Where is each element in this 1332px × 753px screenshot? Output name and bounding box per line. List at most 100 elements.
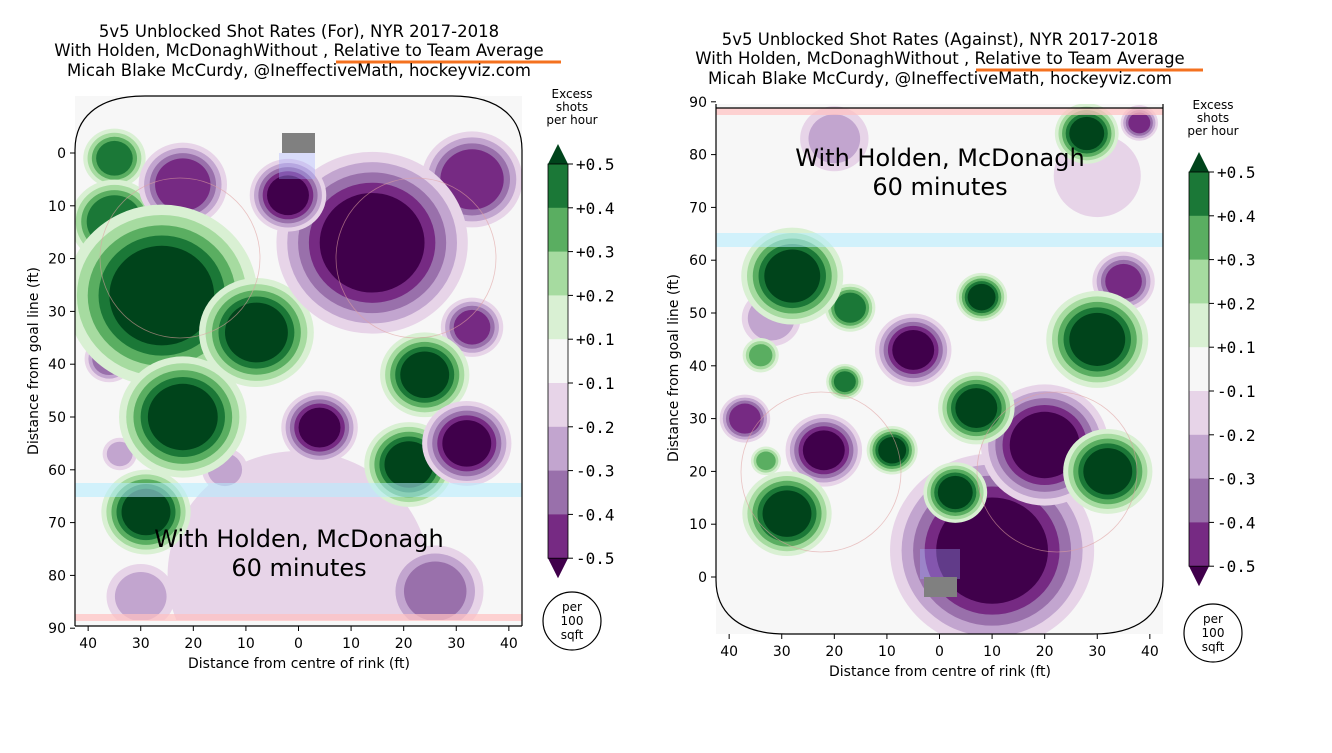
faceoff-circle-right: [976, 391, 1138, 553]
y-tick-label: 20: [689, 464, 707, 480]
y-axis-ticks: 0 10 20 30 40 50 60 70 80 90: [689, 95, 716, 586]
y-tick-label: 20: [48, 252, 66, 268]
goal-net: [282, 133, 315, 153]
colorbar-band: [548, 251, 568, 296]
x-tick-label: 40: [500, 636, 518, 652]
heatmap-blob: [119, 356, 247, 478]
heatmap-blob: [440, 297, 504, 357]
heatmap-blob: [1054, 104, 1119, 164]
x-axis-ticks: 40 30 20 10 0 10 20 30 40: [79, 626, 518, 652]
heatmap-blob: [742, 471, 832, 557]
colorbar-band: [548, 339, 568, 384]
goal-net: [924, 577, 957, 597]
heatmap-contour: [936, 497, 1049, 604]
x-tick-label: 20: [825, 644, 843, 660]
x-tick-label: 40: [1141, 644, 1159, 660]
faceoff-circle-left: [740, 391, 902, 553]
x-tick-label: 10: [342, 636, 360, 652]
x-tick-label: 0: [935, 644, 944, 660]
heatmap-blob: [741, 227, 844, 325]
heatmap-contour: [955, 388, 998, 428]
unit-badge-line-1: per: [562, 600, 582, 614]
heatmap-blob: [719, 394, 771, 443]
heatmap-contour: [1105, 263, 1142, 299]
red-line: [716, 108, 1163, 115]
goal-crease: [279, 153, 315, 179]
blue-line: [716, 233, 1163, 247]
colorbar-band: [1189, 347, 1209, 392]
unit-badge-line-3: sqft: [1202, 640, 1225, 654]
x-tick-label: 30: [1088, 644, 1106, 660]
colorbar-band: [1189, 259, 1209, 304]
heatmap-blob: [281, 391, 358, 464]
colorbar-band: [548, 164, 568, 209]
unit-badge: [1183, 603, 1243, 663]
heatmap-blob: [874, 313, 952, 387]
colorbar-extend-max: [1189, 152, 1209, 172]
annotation-line-1: With Holden, McDonagh: [795, 144, 1084, 172]
heatmap-contour: [833, 371, 856, 393]
colorbar-level-label: +0.5: [576, 155, 615, 174]
colorbar-band: [548, 383, 568, 428]
chart-title-line-2: With Holden, McDonaghWithout , Relative …: [54, 41, 543, 60]
colorbar: +0.5 +0.4 +0.3 +0.2 +0.1 -0.1 -0.2 -0.3 -0.4 -0.5: [547, 144, 615, 579]
x-tick-label: 30: [447, 636, 465, 652]
faceoff-circle-right: [335, 177, 497, 339]
heatmap-contour: [967, 283, 996, 311]
colorbar-level-label: -0.4: [1217, 513, 1256, 532]
colorbar-title-line-2: shots: [1197, 111, 1229, 125]
blue-line: [75, 483, 522, 497]
x-tick-label: 0: [294, 636, 303, 652]
colorbar-level-label: -0.2: [1217, 426, 1256, 445]
colorbar-extend-min: [1189, 566, 1209, 587]
y-tick-label: 80: [689, 148, 707, 164]
heatmap-contour: [400, 351, 450, 398]
colorbar-level-label: +0.5: [1217, 163, 1256, 182]
heatmap-contour: [453, 309, 491, 345]
chart-title-line-3: Micah Blake McCurdy, @IneffectiveMath, h…: [67, 61, 531, 80]
colorbar-band: [1189, 215, 1209, 261]
annotation-line-2: 60 minutes: [872, 173, 1007, 201]
colorbar-band: [548, 426, 568, 472]
heatmap-contour: [167, 451, 430, 620]
colorbar-outline: [1188, 171, 1210, 567]
colorbar-level-label: +0.1: [1217, 338, 1256, 357]
panel-shots-for: 5v5 Unblocked Shot Rates (For), NYR 2017…: [26, 22, 615, 672]
heatmap-blob: [1046, 290, 1149, 388]
colorbar-band: [1189, 522, 1209, 567]
heatmap-contour: [756, 451, 776, 471]
x-axis-label: Distance from centre of rink (ft): [188, 656, 410, 672]
colorbar-level-label: -0.1: [1217, 382, 1256, 401]
heatmap-contour: [762, 490, 812, 537]
y-tick-label: 80: [48, 568, 66, 584]
x-tick-label: 20: [395, 636, 413, 652]
y-axis-label: Distance from goal line (ft): [26, 267, 42, 455]
colorbar-band: [1189, 172, 1209, 217]
y-tick-label: 90: [689, 95, 707, 111]
faceoff-circle-left: [99, 177, 261, 339]
heatmap-blob: [380, 332, 470, 418]
colorbar-outline: [547, 163, 569, 559]
x-tick-label: 20: [1036, 644, 1054, 660]
heatmap-contour: [403, 561, 467, 620]
colorbar: +0.5 +0.4 +0.3 +0.2 +0.1 -0.1 -0.2 -0.3 -0.4 -0.5: [1188, 152, 1256, 587]
heatmap-contour: [937, 475, 973, 510]
heatmap-contour: [808, 114, 861, 164]
x-tick-label: 30: [132, 636, 150, 652]
x-tick-label: 20: [184, 636, 202, 652]
colorbar-level-label: +0.4: [576, 199, 615, 218]
red-line: [75, 614, 522, 621]
heatmap-contour: [1069, 116, 1105, 151]
colorbar-level-label: -0.5: [1217, 557, 1256, 576]
colorbar-band: [548, 295, 568, 340]
y-tick-label: 70: [689, 200, 707, 216]
y-tick-label: 10: [48, 199, 66, 215]
heatmap-contour: [224, 302, 288, 363]
heatmap-contour: [442, 420, 492, 467]
heatmap-contour: [729, 403, 761, 434]
y-axis-label: Distance from goal line (ft): [666, 274, 682, 462]
y-tick-label: 70: [48, 516, 66, 532]
rink-boards: [74, 95, 523, 626]
heatmap-blob: [826, 363, 864, 400]
